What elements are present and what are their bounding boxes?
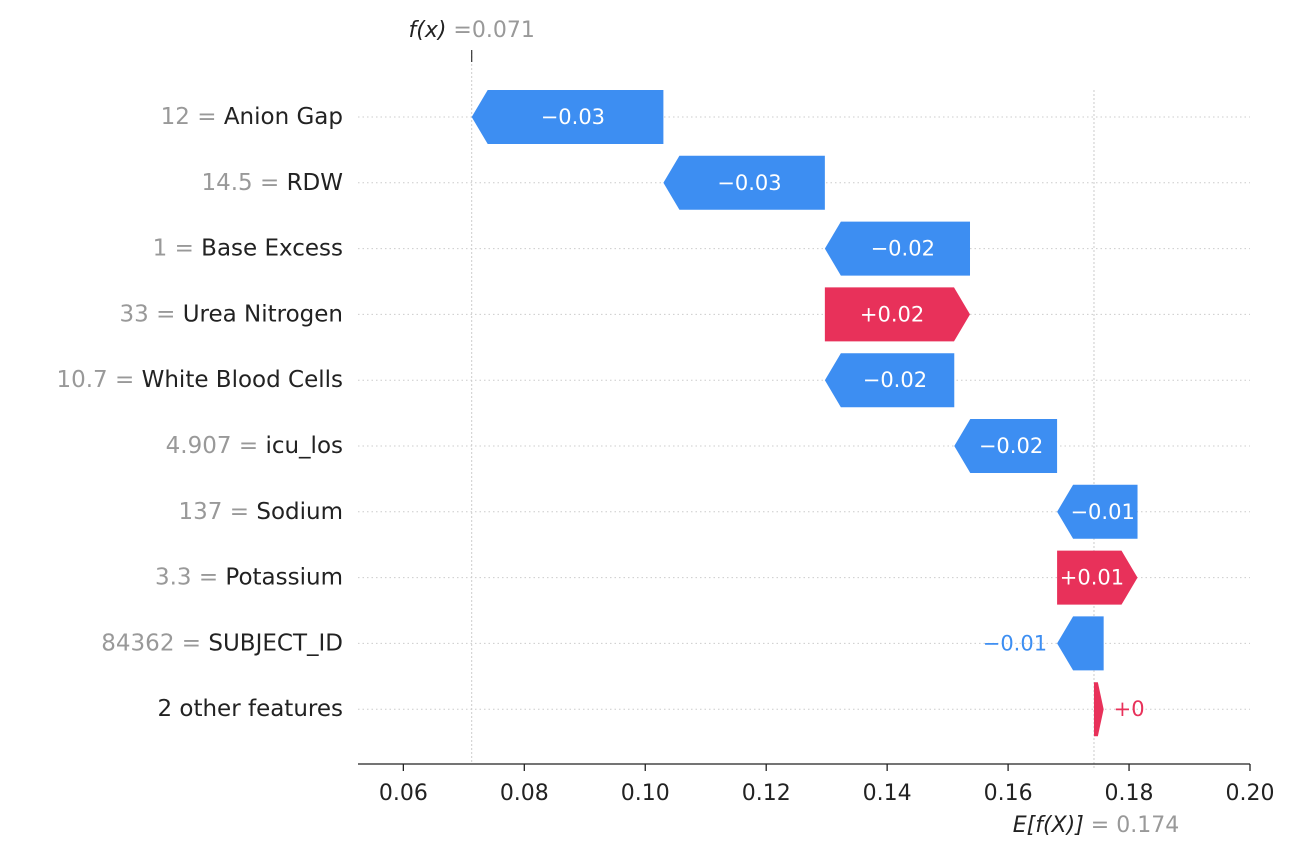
feature-label: 3.3 = Potassium [155, 565, 343, 591]
feature-name: White Blood Cells [142, 367, 343, 393]
feature-value: 4.907 [166, 433, 232, 459]
positive-contribution-bar [1057, 550, 1138, 605]
feature-label: 84362 = SUBJECT_ID [101, 630, 343, 656]
positive-contribution-bar [824, 287, 971, 342]
x-tick-label: 0.06 [379, 781, 428, 806]
x-tick-label: 0.14 [863, 781, 912, 806]
base-equals: = [1084, 813, 1116, 838]
feature-value: 14.5 [201, 170, 252, 196]
feature-label: 137 = Sodium [179, 499, 343, 525]
feature-name: icu_los [265, 433, 343, 459]
x-tick-label: 0.10 [621, 781, 670, 806]
output-value-annotation: f(x) =0.071 [409, 18, 535, 43]
base-value-annotation: E[f(X)] = 0.174 [1013, 813, 1179, 838]
feature-name: Urea Nitrogen [183, 301, 343, 327]
contribution-label: −0.01 [983, 631, 1047, 655]
feature-name: Sodium [256, 499, 343, 525]
feature-label: 4.907 = icu_los [166, 433, 343, 459]
x-axis: 0.06 0.08 0.10 0.12 0.14 0.16 0.18 0.20 [358, 763, 1275, 806]
positive-contribution-bar [1093, 682, 1104, 737]
feature-equals: = [190, 104, 224, 130]
negative-contribution-bar [1057, 484, 1138, 539]
feature-name: 2 other features [157, 696, 343, 722]
feature-label: 14.5 = RDW [201, 170, 343, 196]
negative-contribution-bar [824, 353, 955, 408]
output-equals: = [446, 18, 471, 43]
contribution-label: −0.02 [979, 434, 1043, 458]
output-label: f(x) [409, 18, 447, 43]
negative-contribution-bar [663, 155, 825, 210]
feature-label: 10.7 = White Blood Cells [56, 367, 343, 393]
contribution-label: +0.01 [1060, 566, 1124, 590]
contribution-label: −0.03 [717, 171, 781, 195]
feature-equals: = [222, 499, 256, 525]
feature-equals: = [232, 433, 266, 459]
feature-label: 1 = Base Excess [153, 236, 343, 262]
feature-label: 12 = Anion Gap [161, 104, 343, 130]
x-tick-label: 0.20 [1226, 781, 1275, 806]
feature-label: 2 other features [157, 696, 343, 722]
feature-value: 3.3 [155, 565, 192, 591]
base-label: E[f(X)] [1013, 813, 1084, 838]
feature-equals: = [174, 630, 208, 656]
label-layer: −0.03 12 = Anion Gap −0.03 14.5 = RDW −0.02 1… [56, 104, 1144, 722]
contribution-label: +0.02 [860, 302, 924, 326]
feature-name: Potassium [225, 565, 343, 591]
contribution-label: −0.03 [541, 105, 605, 129]
feature-equals: = [108, 367, 142, 393]
x-tick-label: 0.16 [984, 781, 1033, 806]
feature-equals: = [253, 170, 287, 196]
feature-value: 84362 [101, 630, 174, 656]
negative-contribution-bar [471, 90, 664, 144]
negative-contribution-bar [1057, 616, 1104, 671]
negative-contribution-bar [824, 221, 971, 276]
feature-equals: = [167, 236, 201, 262]
feature-name: Base Excess [201, 236, 343, 262]
contribution-label: +0 [1114, 697, 1145, 721]
negative-contribution-bar [954, 419, 1058, 473]
feature-value: 12 [161, 104, 190, 130]
feature-value: 1 [153, 236, 168, 262]
feature-equals: = [192, 565, 226, 591]
base-value: 0.174 [1116, 813, 1179, 838]
feature-value: 10.7 [56, 367, 107, 393]
contribution-label: −0.02 [871, 237, 935, 261]
contribution-label: −0.01 [1070, 500, 1134, 524]
feature-name: Anion Gap [224, 104, 343, 130]
x-tick-label: 0.12 [742, 781, 791, 806]
bar-layer [471, 90, 1138, 737]
contribution-label: −0.02 [863, 368, 927, 392]
feature-label: 33 = Urea Nitrogen [120, 301, 344, 327]
x-tick-label: 0.18 [1105, 781, 1154, 806]
feature-equals: = [149, 301, 183, 327]
feature-name: RDW [287, 170, 343, 196]
feature-value: 137 [179, 499, 223, 525]
feature-name: SUBJECT_ID [208, 630, 343, 656]
x-tick-label: 0.08 [500, 781, 549, 806]
feature-value: 33 [120, 301, 149, 327]
output-value: 0.071 [472, 18, 535, 43]
